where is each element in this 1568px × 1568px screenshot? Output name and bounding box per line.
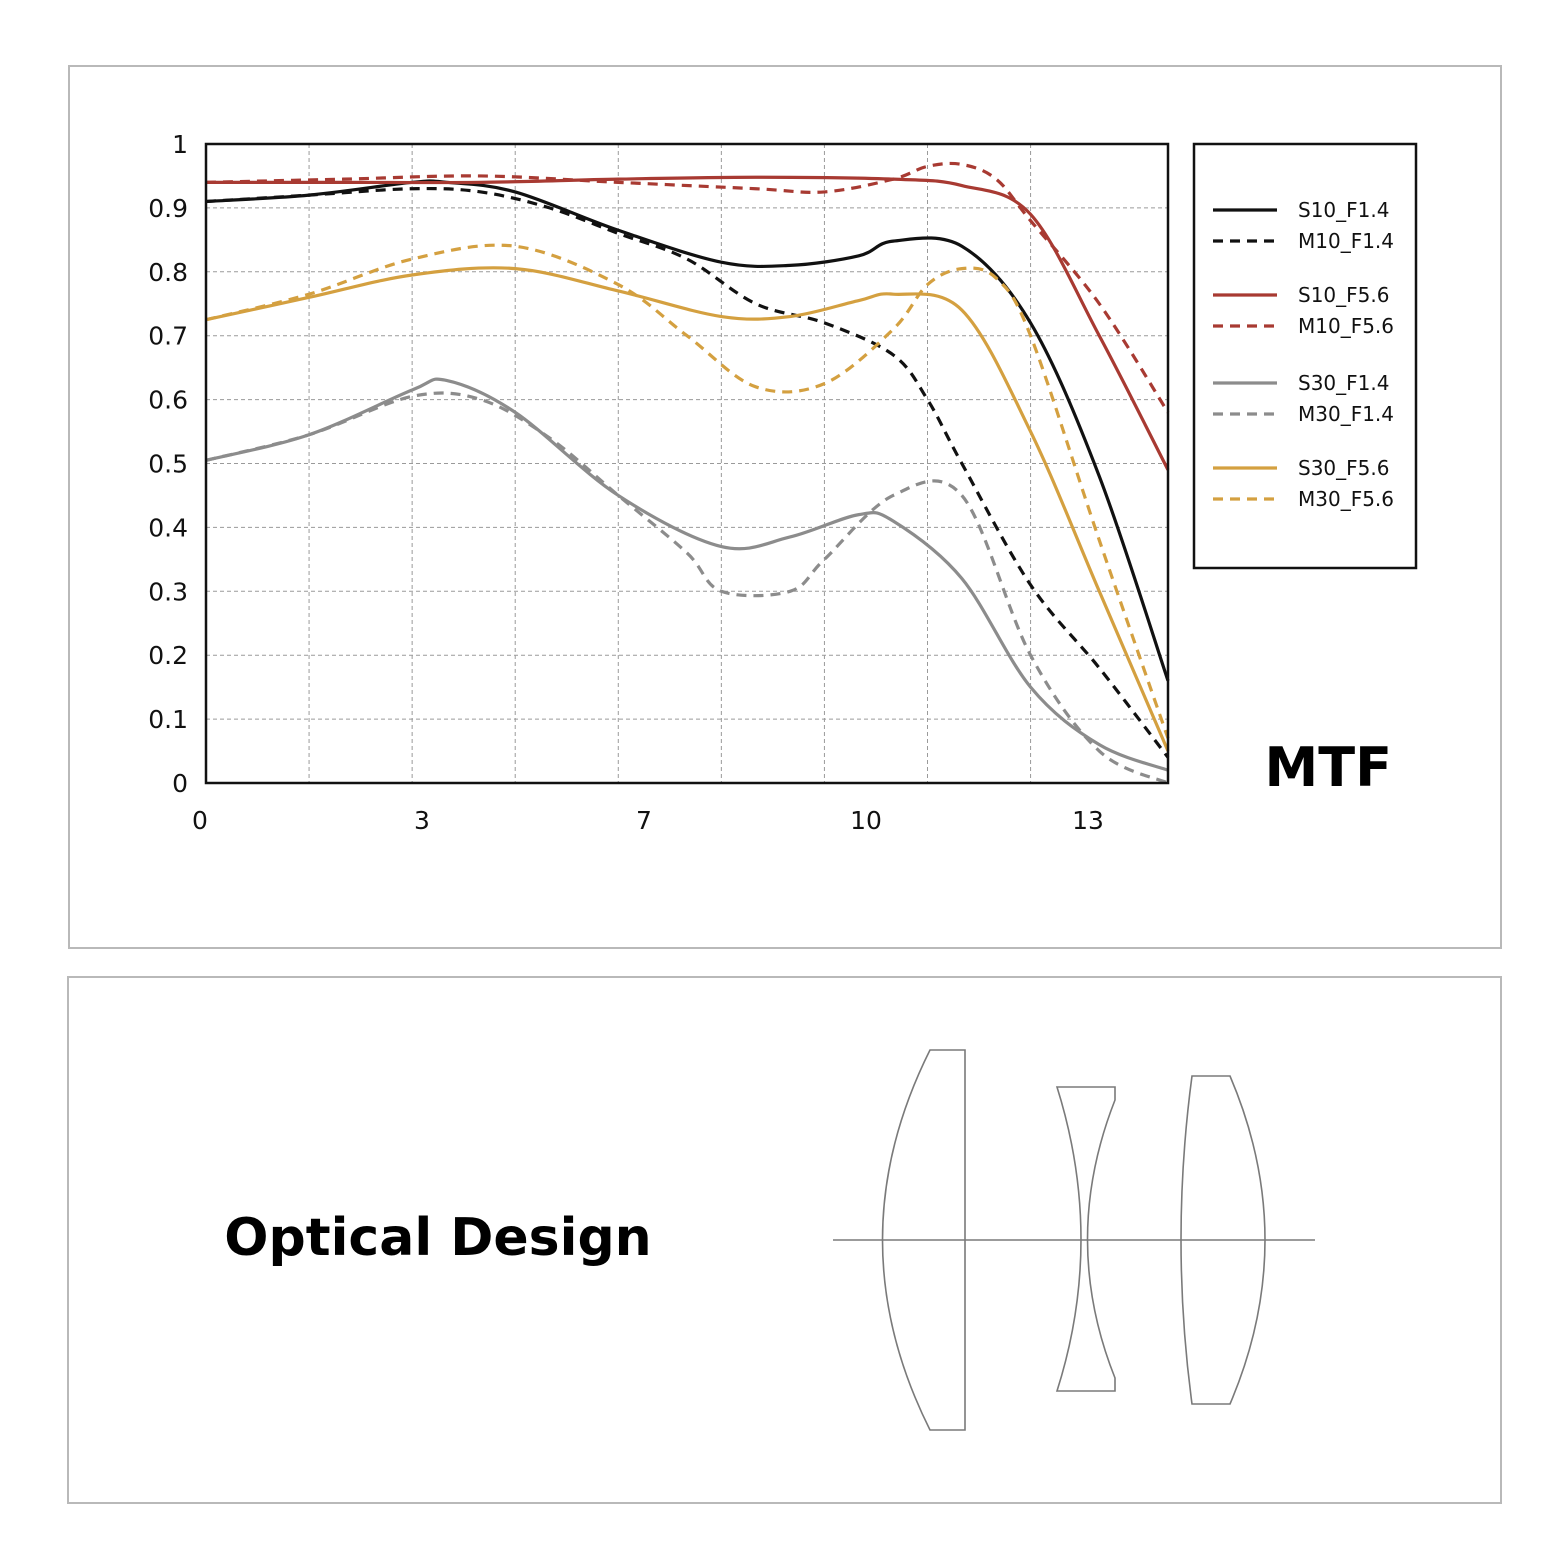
series-line-s30-f1-4 [205,377,1169,772]
series-line-s10-f1-4 [205,179,1170,682]
series-line-m30-f5-6 [205,243,1170,739]
legend: S10_F1.4 M10_F1.4 S10_F5.6 M10_F5.6 S30_F1.4… [1192,142,1418,570]
x-tick-label: 7 [636,806,652,835]
chart-title: MTF [1265,736,1392,799]
lens-element-3 [1180,1075,1266,1405]
legend-label: M10_F1.4 [1298,229,1394,253]
legend-label: S10_F5.6 [1298,283,1389,307]
x-tick-label: 10 [850,806,882,835]
legend-items: S10_F1.4 M10_F1.4 S10_F5.6 M10_F5.6 S30_F1.4… [1213,198,1394,511]
y-tick-label: 0.8 [148,258,188,287]
x-tick-label: 13 [1072,806,1104,835]
lens-element-2 [1055,1086,1116,1392]
y-tick-label: 0 [172,769,188,798]
optical-design-title: Optical Design [224,1208,651,1268]
series-lines [205,161,1170,785]
legend-label: S30_F1.4 [1298,371,1389,395]
tick-labels: 00.10.20.30.40.50.60.70.80.910 3 7 10 13 [148,130,1104,835]
x-tick-label: 3 [414,806,430,835]
series-line-m10-f1-4 [205,186,1170,759]
series-line-m30-f1-4 [205,391,1169,785]
y-tick-label: 0.5 [148,450,188,479]
y-tick-label: 0.1 [148,705,188,734]
series-line-s30-f5-6 [205,266,1170,752]
legend-frame [1192,142,1418,570]
lens-element-1 [881,1049,966,1431]
legend-label: S10_F1.4 [1298,198,1389,222]
y-tick-label: 1 [172,130,188,159]
legend-label: M10_F5.6 [1298,314,1394,338]
lens-diagram [833,1049,1315,1431]
y-tick-label: 0.2 [148,641,188,670]
y-tick-label: 0.4 [148,513,188,542]
x-tick-label: 0 [192,806,208,835]
legend-label: S30_F5.6 [1298,456,1389,480]
y-tick-label: 0.6 [148,386,188,415]
series-line-s10-f5-6 [206,175,1170,471]
y-tick-label: 0.3 [148,577,188,606]
y-tick-label: 0.7 [148,322,188,351]
series-line-m10-f5-6 [205,161,1170,414]
plot-frame [204,142,1170,785]
grid [206,144,1168,783]
y-tick-label: 0.9 [148,194,188,223]
mtf-panel [68,65,1502,949]
legend-label: M30_F1.4 [1298,402,1394,426]
legend-label: M30_F5.6 [1298,487,1394,511]
